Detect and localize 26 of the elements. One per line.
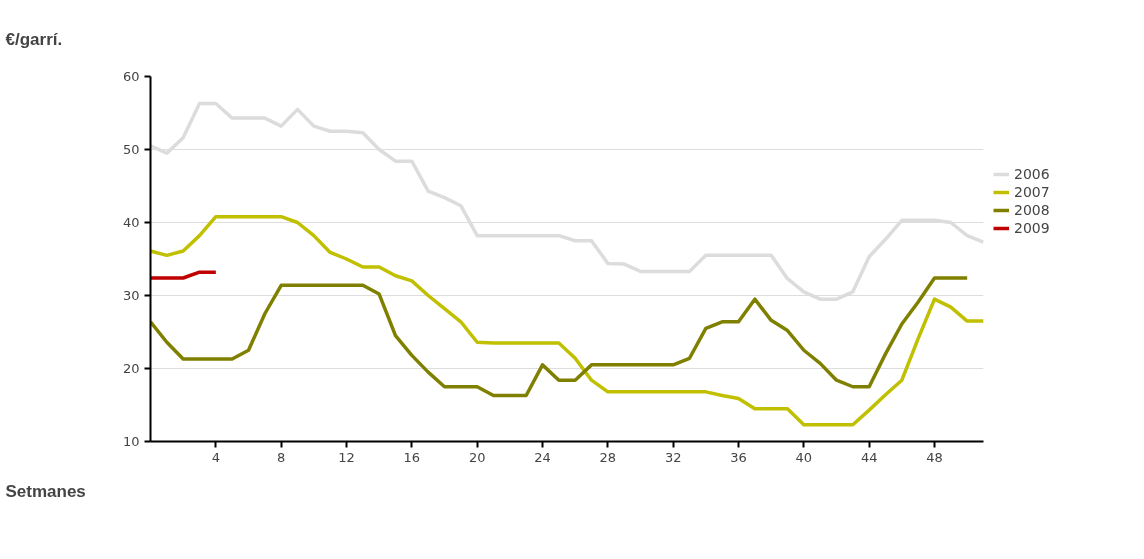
- x-tick-label: 36: [730, 449, 747, 465]
- x-axis-title: Setmanes: [5, 481, 86, 501]
- line-series: [150, 276, 969, 398]
- x-tick-label: 24: [534, 449, 551, 465]
- x-tick-label: 16: [403, 449, 421, 465]
- legend-label: 2008: [1014, 202, 1050, 218]
- x-tick-label: 20: [468, 449, 486, 465]
- y-tick-label: 50: [122, 142, 140, 157]
- legend-label: 2006: [1014, 166, 1050, 182]
- y-tick-label: 30: [122, 288, 140, 303]
- y-tick-label: 40: [122, 215, 140, 230]
- y-tick-label: 60: [122, 69, 140, 84]
- legend-label: 2007: [1014, 184, 1050, 200]
- x-tick-label: 48: [926, 449, 943, 465]
- y-tick-label: 20: [122, 361, 140, 376]
- line-series: [150, 214, 984, 427]
- x-tick-label: 32: [664, 449, 682, 465]
- legend-label: 2009: [1014, 220, 1050, 236]
- x-tick-label: 4: [211, 449, 220, 465]
- chart-title: €/garrí.: [5, 30, 63, 49]
- x-tick-label: 44: [860, 449, 878, 465]
- x-tick-label: 12: [338, 449, 355, 465]
- y-tick-label: 10: [122, 434, 140, 449]
- x-tick-label: 8: [277, 449, 286, 465]
- x-tick-label: 28: [599, 449, 617, 465]
- x-tick-label: 40: [795, 449, 813, 465]
